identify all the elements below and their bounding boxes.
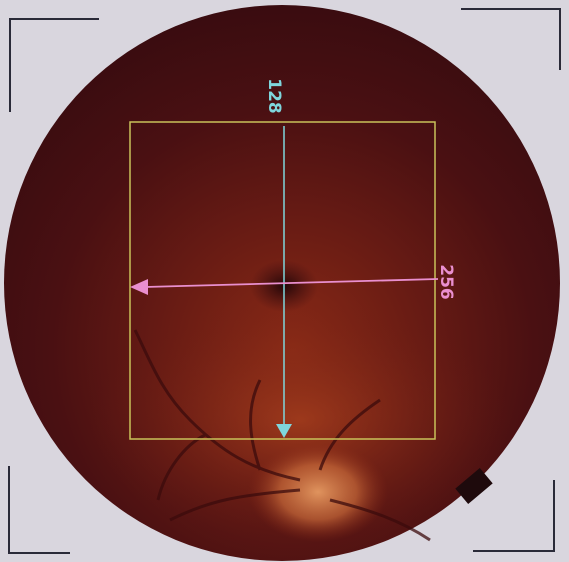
vertical-scan-line	[276, 126, 292, 438]
corner-bracket-bottom-left	[8, 466, 70, 554]
edge-notch	[455, 468, 493, 504]
corner-bracket-bottom-right	[473, 480, 555, 552]
horizontal-scan-line	[130, 278, 439, 295]
vertical-arrowhead	[276, 424, 292, 438]
vertical-marker-label: 128	[264, 78, 284, 114]
fundus-lower-glow	[90, 300, 510, 540]
optic-disc	[248, 442, 388, 542]
retinal-vessels	[133, 329, 431, 542]
corner-bracket-top-right	[461, 8, 561, 70]
horizontal-marker-label: 256	[436, 264, 456, 300]
scan-roi-box	[129, 121, 436, 440]
horizontal-arrowhead	[130, 279, 148, 295]
corner-bracket-top-left	[9, 18, 99, 112]
